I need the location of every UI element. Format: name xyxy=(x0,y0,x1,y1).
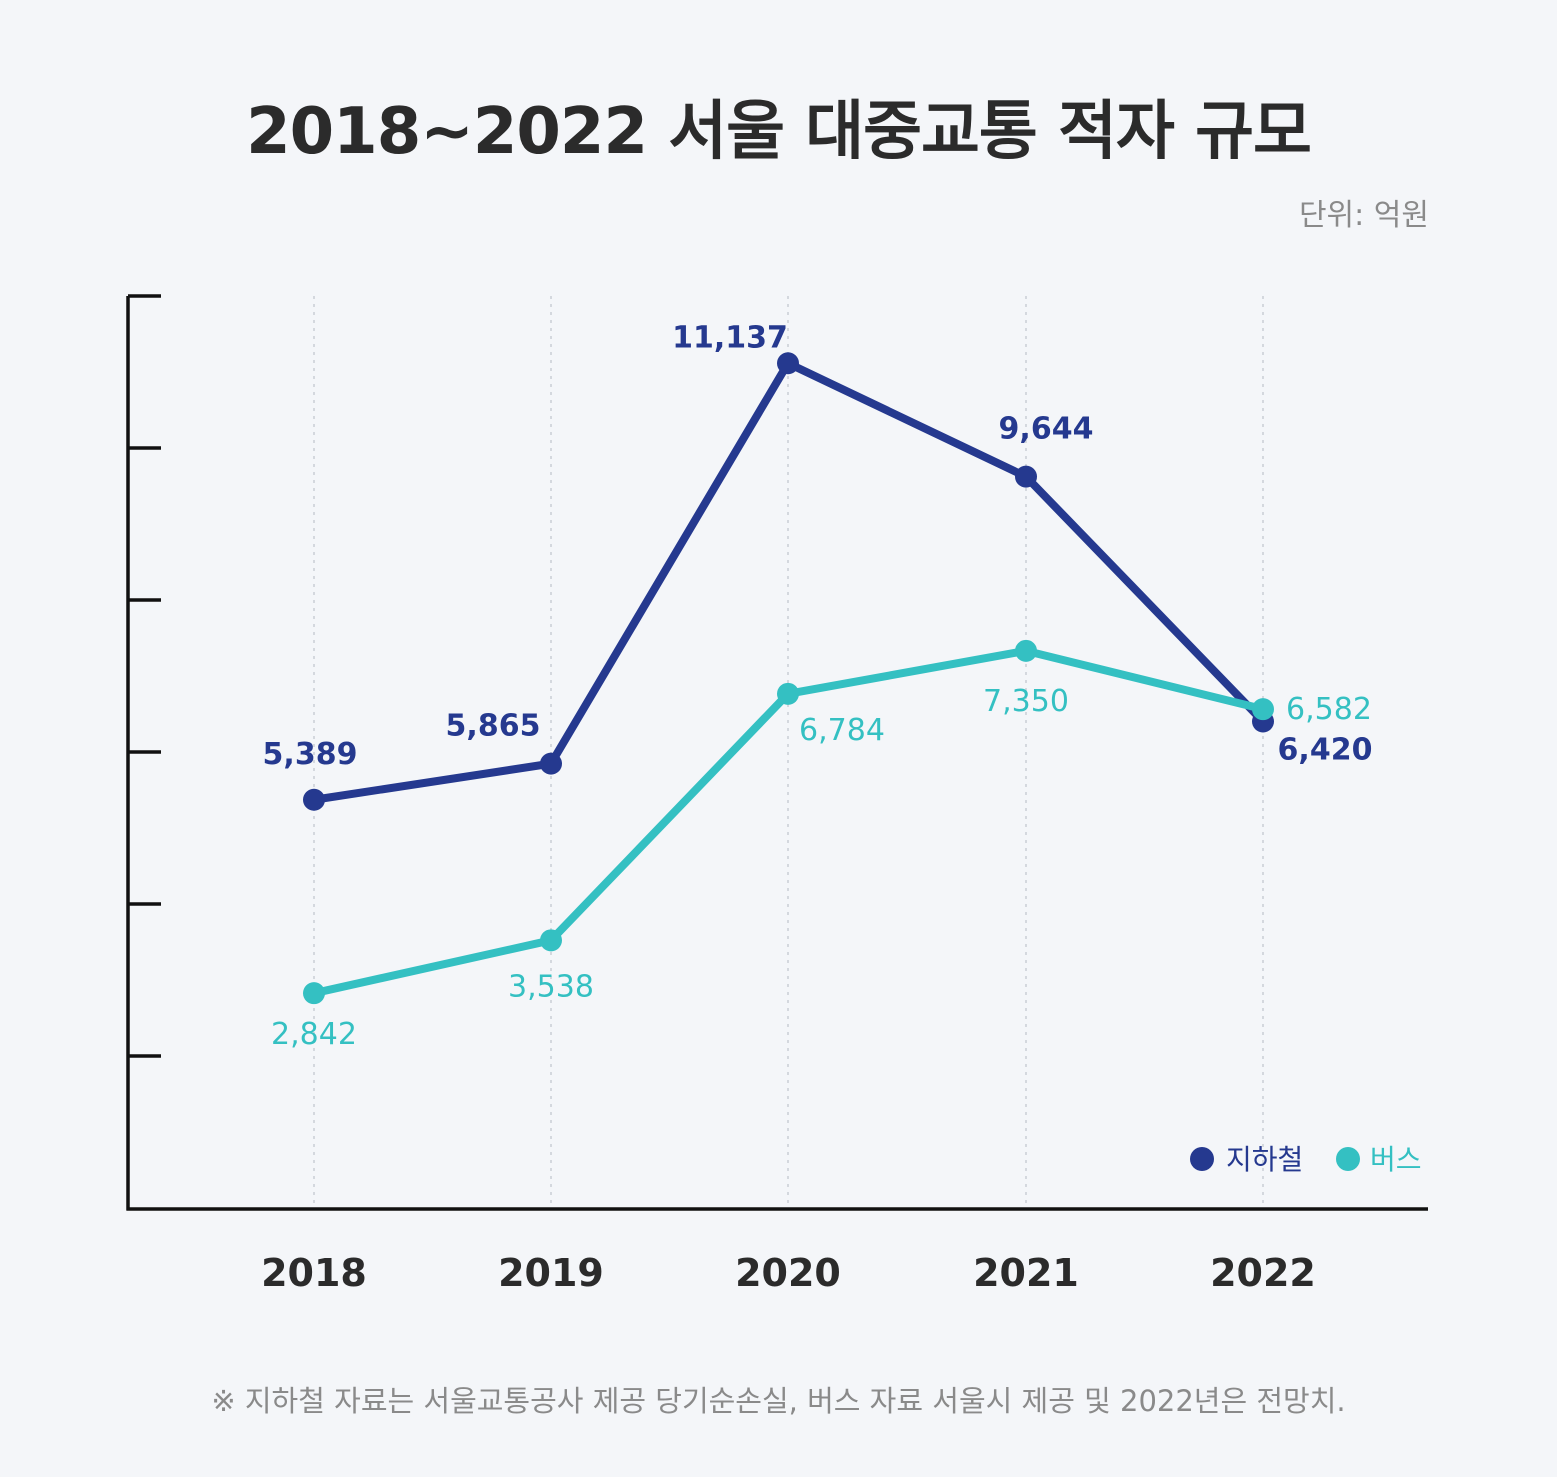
x-axis-ticks: 2018 2019 2020 2021 2022 xyxy=(261,1251,1316,1295)
data-label-subway-2022: 6,420 xyxy=(1278,732,1373,767)
data-point-subway-2019 xyxy=(540,752,562,775)
data-point-subway-2020 xyxy=(777,352,799,375)
data-label-bus-2018: 2,842 xyxy=(271,1017,357,1052)
legend-label-subway: 지하철 xyxy=(1226,1143,1303,1176)
x-tick-label-2022: 2022 xyxy=(1210,1251,1316,1295)
data-label-bus-2019: 3,538 xyxy=(508,969,594,1004)
footnote: ※ 지하철 자료는 서울교통공사 제공 당기순손실, 버스 자료 서울시 제공 … xyxy=(211,1384,1346,1418)
legend-label-bus: 버스 xyxy=(1370,1143,1422,1176)
data-label-subway-2019: 5,865 xyxy=(446,709,541,744)
data-label-subway-2021: 9,644 xyxy=(999,412,1094,447)
data-label-bus-2021: 7,350 xyxy=(983,684,1069,719)
data-point-bus-2018 xyxy=(303,982,325,1005)
data-point-bus-2020 xyxy=(777,682,799,705)
chart-title: 2018~2022 서울 대중교통 적자 규모 xyxy=(246,95,1312,169)
data-point-bus-2022 xyxy=(1252,698,1274,721)
legend-marker-bus xyxy=(1336,1147,1360,1171)
data-label-subway-2018: 5,389 xyxy=(263,737,358,772)
x-tick-label-2018: 2018 xyxy=(261,1251,367,1295)
grid-lines xyxy=(313,296,1264,1209)
data-point-bus-2019 xyxy=(540,929,562,952)
data-point-subway-2018 xyxy=(303,788,325,811)
axes xyxy=(126,294,1428,1211)
x-tick-label-2020: 2020 xyxy=(735,1251,841,1295)
series xyxy=(303,352,1274,1005)
data-labels: 5,389 5,865 11,137 9,644 6,420 2,842 3,538 6,78… xyxy=(263,320,1373,1052)
data-point-subway-2021 xyxy=(1015,465,1037,488)
data-label-subway-2020: 11,137 xyxy=(672,320,788,355)
legend-marker-subway xyxy=(1190,1147,1214,1171)
legend: 지하철 버스 xyxy=(1190,1143,1422,1176)
x-tick-label-2021: 2021 xyxy=(973,1251,1079,1295)
data-label-bus-2022: 6,582 xyxy=(1286,692,1372,727)
x-tick-label-2019: 2019 xyxy=(498,1251,604,1295)
data-label-bus-2020: 6,784 xyxy=(799,713,885,748)
unit-label: 단위: 억원 xyxy=(1298,198,1429,233)
data-point-bus-2021 xyxy=(1015,639,1037,662)
